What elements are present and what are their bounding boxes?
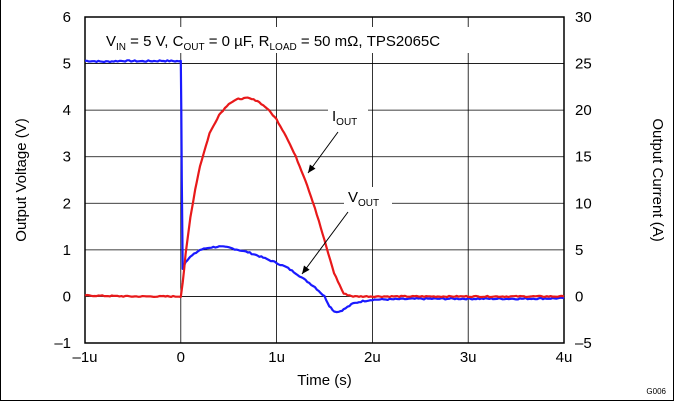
cout-label: C <box>173 33 184 50</box>
x-tick-label: 2u <box>364 349 381 366</box>
y-right-tick-label: 10 <box>575 195 592 212</box>
y-left-tick-label: 6 <box>63 9 71 26</box>
vout-arrow <box>301 211 349 275</box>
rload-rest: = 50 mΩ, TPS2065C <box>297 33 441 50</box>
y-right-tick-label: 30 <box>575 9 592 26</box>
cout-sub: OUT <box>183 42 204 53</box>
iout-label-main: I <box>332 108 336 125</box>
x-tick-label: 1u <box>268 349 285 366</box>
figure-id: G006 <box>646 387 666 396</box>
iout-arrow <box>307 131 339 174</box>
y-right-tick-label: 25 <box>575 56 592 73</box>
y-right-tick-label: 5 <box>575 242 583 259</box>
grid <box>85 17 564 343</box>
y-left-tick-label: 3 <box>63 149 71 166</box>
vout-arrowhead <box>302 265 310 274</box>
x-tick-label: 3u <box>460 349 477 366</box>
y-left-tick-label: 2 <box>63 195 71 212</box>
x-tick-label: 0 <box>177 349 185 366</box>
vout-label-sub: OUT <box>358 198 379 209</box>
y-right-tick-label: –5 <box>575 335 592 352</box>
rload-sub: LOAD <box>269 42 296 53</box>
y-right-tick-label: 20 <box>575 102 592 119</box>
vin-label: V <box>106 33 116 50</box>
iout-label-sub: OUT <box>336 117 357 128</box>
iout-arrowhead <box>308 164 316 173</box>
y-right-tick-label: 15 <box>575 149 592 166</box>
vin-rest: = 5 V, <box>126 33 173 50</box>
iout-series-label: IOUT <box>332 108 357 128</box>
ticks: –1u 0 1u 2u 3u 4u –1 0 1 2 3 4 5 6 –5 0 5 10 15 20 25 30 <box>54 9 591 366</box>
condition-text: VIN = 5 V, COUT = 0 µF, RLOAD = 50 mΩ, T… <box>106 33 440 53</box>
vout-label-bg <box>344 187 392 209</box>
x-tick-label: –1u <box>72 349 97 366</box>
x-tick-label: 4u <box>556 349 573 366</box>
condition-box <box>97 27 557 53</box>
vin-sub: IN <box>116 42 126 53</box>
y-left-tick-label: –1 <box>54 335 71 352</box>
cout-rest: = 0 µF, <box>205 33 259 50</box>
vout-label-main: V <box>348 189 358 206</box>
x-axis-label: Time (s) <box>297 372 351 389</box>
iout-series-line <box>84 96 565 299</box>
y-axis-right-label: Output Current (A) <box>649 118 666 241</box>
y-axis-left-label: Output Voltage (V) <box>13 118 30 241</box>
y-left-tick-label: 4 <box>63 102 71 119</box>
plot-area <box>84 16 565 344</box>
y-left-tick-label: 5 <box>63 56 71 73</box>
y-left-tick-label: 0 <box>63 288 71 305</box>
vout-series-label: VOUT <box>348 189 379 209</box>
rload-label: R <box>259 33 270 50</box>
y-right-tick-label: 0 <box>575 288 583 305</box>
iout-label-bg <box>328 106 368 128</box>
vout-series-line <box>85 59 565 314</box>
series-layer <box>84 59 565 314</box>
y-left-tick-label: 1 <box>63 242 71 259</box>
